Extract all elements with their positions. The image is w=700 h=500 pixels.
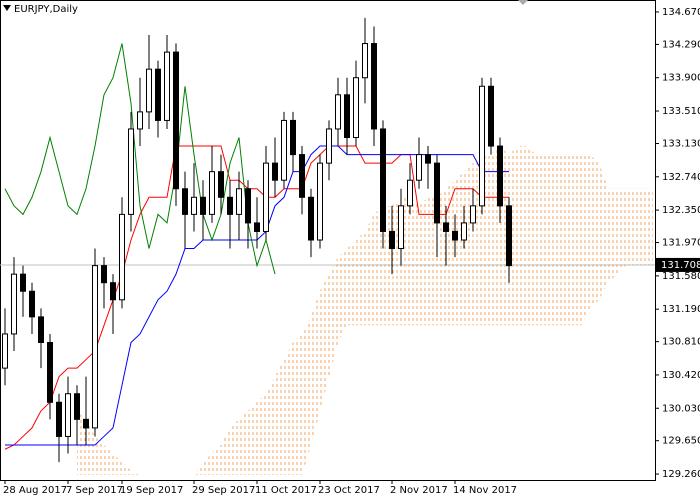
candle-body [155,68,161,121]
candle-body [434,162,440,224]
candle-body [326,128,332,164]
x-tick-label: 7 Sep 2017 [66,485,123,496]
shift-marker [518,0,528,5]
candle-body [443,222,449,232]
candle-body [461,222,467,241]
current-price-label: 131.708 [661,260,700,271]
candle-body [56,401,62,437]
candle-body [101,265,107,284]
candle-body [191,196,197,215]
candle-body [11,273,17,335]
menu-arrow[interactable] [3,5,11,11]
candle-body [236,188,242,215]
chart-title: EURJPY,Daily [14,4,78,15]
candle-body [74,393,80,420]
candle-body [407,179,413,207]
candle-body [335,94,341,130]
candle-body [398,205,404,250]
candle-body [227,196,233,215]
y-tick-label: 129.260 [662,469,700,480]
candle-body [2,333,8,369]
candle-body [506,205,512,267]
x-tick-label: 28 Aug 2017 [3,485,67,496]
candle-body [47,341,53,403]
y-tick-label: 131.970 [662,238,700,249]
x-tick-label: 11 Oct 2017 [255,485,317,496]
candle-body [164,51,170,121]
x-tick-label: 23 Oct 2017 [318,485,380,496]
y-tick-label: 131.190 [662,304,700,315]
x-tick-label: 29 Sep 2017 [192,485,255,496]
candle-body [83,418,89,429]
candle-body [470,205,476,224]
candle-body [218,171,224,198]
y-tick-label: 134.290 [662,39,700,50]
y-tick-label: 129.650 [662,436,700,447]
candle-body [38,316,44,343]
y-tick-label: 130.420 [662,370,700,381]
candle-body [20,273,26,292]
candle-body [263,162,269,232]
y-tick-label: 132.350 [662,205,700,216]
indicator-line [4,43,276,275]
candle-body [299,154,305,198]
candle-body [29,290,35,318]
candle-body [344,94,350,139]
current-price-box [656,257,700,272]
indicator-line [4,145,509,450]
y-tick-label: 131.580 [662,271,700,282]
candle-body [362,43,368,79]
y-tick-label: 133.900 [662,73,700,84]
candle-body [290,119,296,156]
candle-body [173,51,179,190]
y-tick-label: 132.740 [662,172,700,183]
candle-body [254,222,260,232]
candle-body [200,196,206,215]
candle-body [452,230,458,241]
candle-body [371,43,377,130]
y-tick-label: 130.030 [662,403,700,414]
candle-body [425,154,431,164]
candle-body [182,188,188,215]
y-tick-label: 133.130 [662,138,700,149]
candle-body [308,196,314,241]
candle-body [317,162,323,241]
plot [0,17,655,475]
candle-body [488,85,494,147]
x-tick-label: 2 Nov 2017 [390,485,448,496]
x-tick-label: 19 Sep 2017 [120,485,183,496]
candle-body [119,213,125,301]
candle-body [281,119,287,181]
candle-body [497,145,503,207]
candle-body [479,85,485,207]
candle-body [128,128,134,215]
y-tick-label: 134.670 [662,7,700,18]
candle-body [380,128,386,232]
candle-body [416,154,422,181]
candle-body [353,77,359,139]
candle-body [92,265,98,429]
candle-body [245,188,251,224]
x-tick-label: 14 Nov 2017 [453,485,517,496]
candle-body [110,282,116,301]
candle-body [137,111,143,130]
candle-body [389,230,395,250]
candle-body [272,162,278,181]
candle-body [65,393,71,437]
candle-body [209,171,215,215]
y-tick-label: 130.810 [662,337,700,348]
y-tick-label: 133.510 [662,106,700,117]
candle-body [146,68,152,113]
